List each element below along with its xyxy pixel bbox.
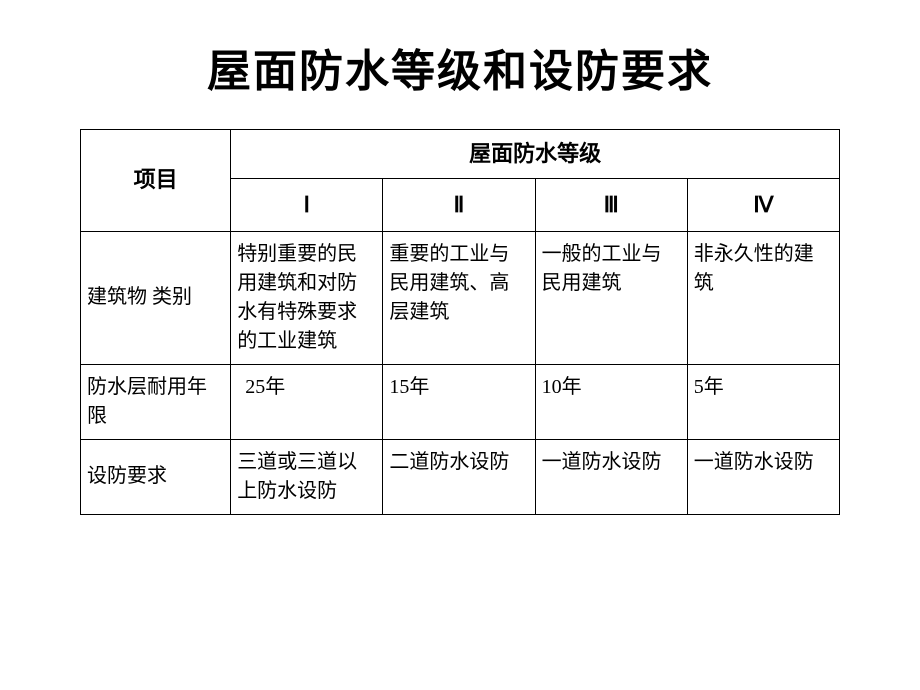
table-row: 设防要求 三道或三道以 上防水设防 二道防水设防 一道防水设防 一道防水设防: [81, 439, 840, 514]
table-row: 防水层耐用年限 25年 15年 10年 5年: [81, 364, 840, 439]
row-label-building-type: 建筑物 类别: [81, 231, 231, 364]
cell: 非永久性的建 筑: [687, 231, 839, 364]
level-1: Ⅰ: [231, 178, 383, 231]
level-3: Ⅲ: [535, 178, 687, 231]
cell: 一般的工业与 民用建筑: [535, 231, 687, 364]
cell: 15年: [383, 364, 535, 439]
level-4: Ⅳ: [687, 178, 839, 231]
cell: 重要的工业与 民用建筑、高层建筑: [383, 231, 535, 364]
cell: 特别重要的民 用建筑和对防水有特殊要求的工业建筑: [231, 231, 383, 364]
row-label-requirement: 设防要求: [81, 439, 231, 514]
cell: 10年: [535, 364, 687, 439]
cell: 三道或三道以 上防水设防: [231, 439, 383, 514]
cell: 二道防水设防: [383, 439, 535, 514]
row-label-durability: 防水层耐用年限: [81, 364, 231, 439]
table-header-row-1: 项目 屋面防水等级: [81, 130, 840, 179]
cell: 一道防水设防: [535, 439, 687, 514]
header-levels: 屋面防水等级: [231, 130, 840, 179]
cell: 5年: [687, 364, 839, 439]
waterproof-grade-table: 项目 屋面防水等级 Ⅰ Ⅱ Ⅲ Ⅳ 建筑物 类别 特别重要的民 用建筑和对防水有…: [80, 129, 840, 515]
table-row: 建筑物 类别 特别重要的民 用建筑和对防水有特殊要求的工业建筑 重要的工业与 民…: [81, 231, 840, 364]
page-title: 屋面防水等级和设防要求: [80, 35, 840, 99]
cell: 一道防水设防: [687, 439, 839, 514]
header-project: 项目: [81, 130, 231, 232]
level-2: Ⅱ: [383, 178, 535, 231]
cell: 25年: [231, 364, 383, 439]
